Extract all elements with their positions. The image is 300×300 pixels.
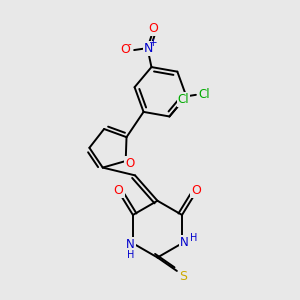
Text: S: S (179, 270, 187, 283)
Text: Cl: Cl (198, 88, 210, 101)
Text: -: - (128, 39, 131, 49)
Text: N: N (180, 236, 189, 249)
Text: H: H (127, 250, 134, 260)
Text: N: N (144, 42, 153, 55)
Text: O: O (125, 157, 134, 170)
Text: O: O (121, 43, 130, 56)
Text: N: N (126, 238, 135, 251)
Text: O: O (191, 184, 201, 197)
Text: Cl: Cl (178, 93, 189, 106)
Text: O: O (148, 22, 158, 35)
Text: O: O (114, 184, 124, 197)
Text: +: + (149, 38, 158, 48)
Text: H: H (190, 233, 197, 243)
